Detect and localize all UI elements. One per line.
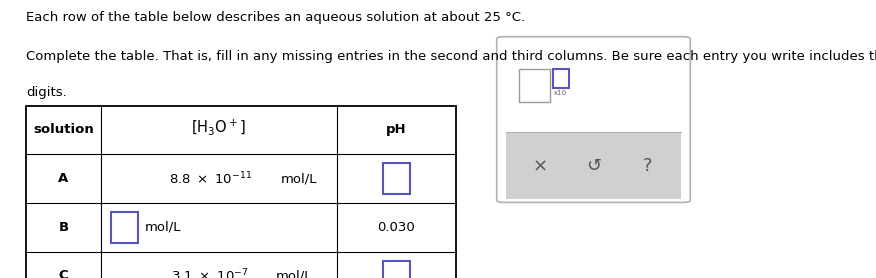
Text: Each row of the table below describes an aqueous solution at about 25 °C.: Each row of the table below describes an…: [26, 11, 526, 24]
Bar: [553, 69, 569, 88]
Text: B: B: [59, 221, 68, 234]
Text: A: A: [59, 172, 68, 185]
Bar: [26, 106, 456, 278]
Text: ×: ×: [532, 157, 548, 175]
Text: digits.: digits.: [26, 86, 67, 99]
Bar: [111, 212, 138, 242]
Text: pH: pH: [386, 123, 406, 136]
Text: C: C: [59, 269, 68, 278]
Text: ↺: ↺: [586, 157, 601, 175]
Text: Complete the table. That is, fill in any missing entries in the second and third: Complete the table. That is, fill in any…: [26, 50, 876, 63]
Text: mol/L: mol/L: [276, 269, 313, 278]
Text: ?: ?: [643, 157, 652, 175]
Text: mol/L: mol/L: [145, 221, 181, 234]
Text: 0.030: 0.030: [378, 221, 415, 234]
Text: x10: x10: [554, 90, 567, 96]
Bar: [519, 69, 550, 102]
Bar: [384, 261, 410, 278]
FancyBboxPatch shape: [497, 37, 690, 202]
Bar: [384, 163, 410, 194]
Text: solution: solution: [33, 123, 94, 136]
Text: $8.8\ \times\ 10^{-11}$: $8.8\ \times\ 10^{-11}$: [168, 170, 252, 187]
Text: mol/L: mol/L: [280, 172, 317, 185]
Text: $\left[\mathrm{H_3O^+}\right]$: $\left[\mathrm{H_3O^+}\right]$: [192, 117, 246, 137]
Bar: [506, 132, 681, 199]
Text: $3.1\ \times\ 10^{-7}$: $3.1\ \times\ 10^{-7}$: [172, 268, 249, 278]
